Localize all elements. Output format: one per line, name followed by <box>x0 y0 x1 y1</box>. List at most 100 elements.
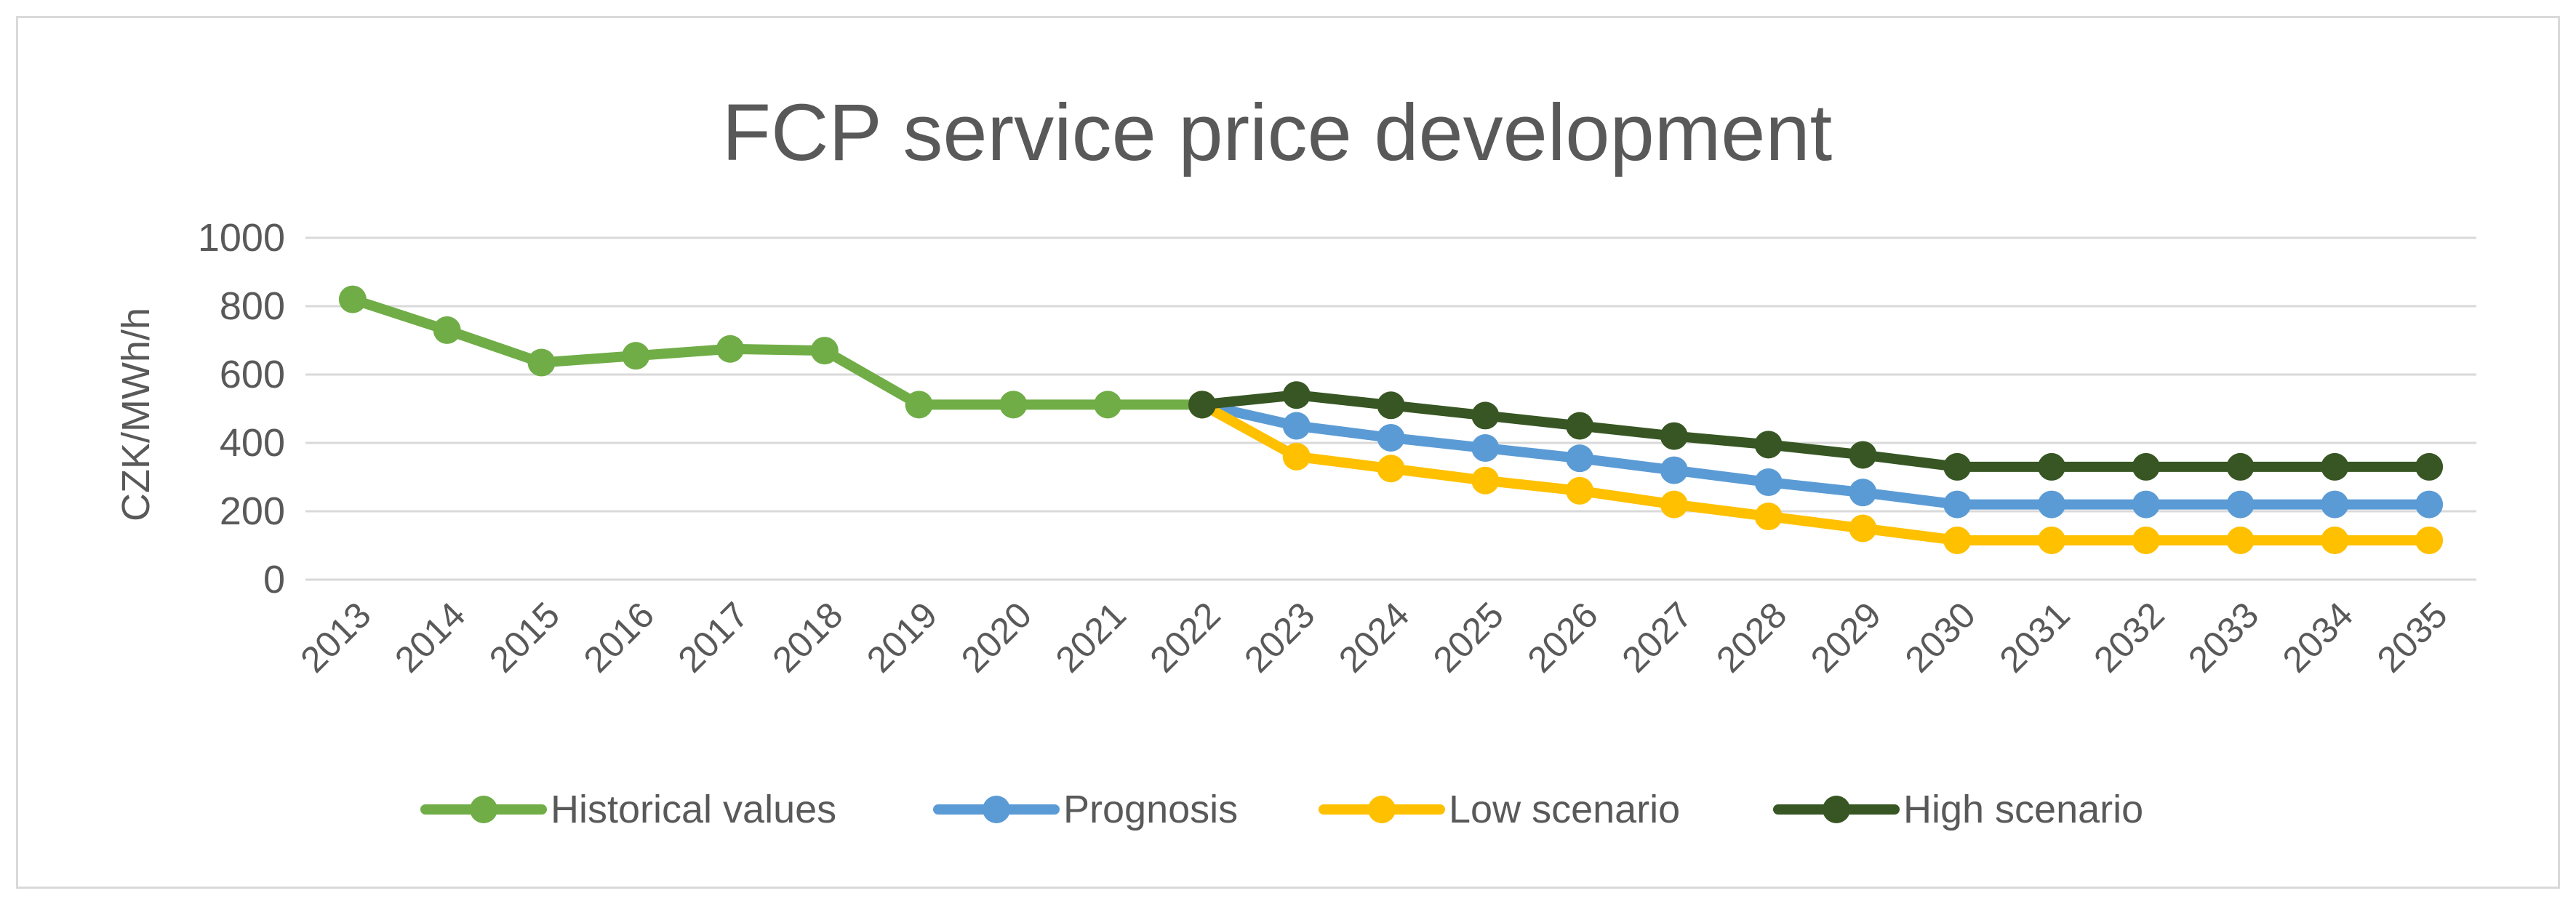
chart-title: FCP service price development <box>722 88 1832 177</box>
legend-marker <box>1368 796 1396 823</box>
y-tick-label: 200 <box>220 489 285 533</box>
data-point <box>1943 452 1972 481</box>
data-point <box>527 348 556 377</box>
x-tick-label: 2027 <box>1614 594 1700 680</box>
x-tick-label: 2019 <box>859 594 945 680</box>
data-point <box>1943 490 1972 519</box>
x-tick-label: 2014 <box>387 594 473 680</box>
y-tick-label: 1000 <box>198 216 285 260</box>
data-point <box>1282 442 1311 471</box>
x-tick-label: 2025 <box>1425 594 1511 680</box>
data-point <box>338 285 367 313</box>
series-line <box>1196 399 2435 545</box>
data-point <box>1754 468 1783 497</box>
data-point <box>1094 391 1122 419</box>
data-point <box>2226 490 2255 519</box>
y-axis-label: CZK/MWh/h <box>114 308 158 521</box>
series-line <box>1196 390 2435 472</box>
chart-svg: FCP service price development CZK/MWh/h … <box>114 88 2476 831</box>
y-tick-label: 0 <box>263 558 285 601</box>
x-tick-label: 2028 <box>1708 594 1794 680</box>
chart-area: FCP service price development CZK/MWh/h … <box>16 16 2560 889</box>
data-point <box>1377 391 1405 420</box>
x-tick-label: 2023 <box>1236 594 1322 680</box>
series-group <box>1188 391 2444 519</box>
data-point <box>1282 381 1311 409</box>
data-point <box>2037 490 2065 519</box>
data-point <box>1566 476 1594 505</box>
y-tick-label: 600 <box>220 353 285 396</box>
legend: Historical values Prognosis Low scenario Hi… <box>420 788 2143 831</box>
x-tick-label: 2018 <box>764 594 850 680</box>
data-point <box>2132 452 2160 481</box>
legend-marker <box>470 796 497 823</box>
legend-label: Historical values <box>551 788 836 831</box>
x-tick-label: 2015 <box>481 594 567 680</box>
data-point <box>1566 412 1594 440</box>
data-point <box>810 337 839 365</box>
data-point <box>433 316 461 344</box>
x-tick-labels: 2013 2014 2015 2016 2017 2018 2019 2020 2021 2022… <box>292 594 2455 680</box>
x-tick-label: 2022 <box>1142 594 1228 680</box>
x-tick-label: 2020 <box>953 594 1039 680</box>
data-point <box>2037 526 2065 554</box>
x-tick-label: 2021 <box>1048 594 1134 680</box>
data-point <box>1566 444 1594 473</box>
data-point <box>1377 455 1405 483</box>
x-tick-label: 2026 <box>1520 594 1606 680</box>
data-point <box>1754 431 1783 459</box>
legend-label: Low scenario <box>1449 788 1680 831</box>
data-point <box>1849 441 1877 469</box>
series-line <box>1196 399 2435 510</box>
y-tick-labels: 0 200 400 600 800 1000 <box>198 216 285 601</box>
data-point <box>1282 412 1311 440</box>
legend-marker <box>983 796 1010 823</box>
data-point <box>1660 490 1688 519</box>
data-point <box>1660 422 1688 450</box>
data-point <box>2415 490 2444 519</box>
x-tick-label: 2029 <box>1803 594 1889 680</box>
data-point <box>622 342 650 370</box>
data-point <box>2321 490 2349 519</box>
data-point <box>2037 452 2065 481</box>
y-tick-label: 800 <box>220 284 285 328</box>
data-point <box>1943 526 1972 554</box>
data-point <box>2132 490 2160 519</box>
data-point <box>1660 456 1688 484</box>
y-tick-label: 400 <box>220 421 285 465</box>
series-lines <box>338 285 2444 554</box>
data-point <box>1188 391 1216 419</box>
data-point <box>2415 526 2444 554</box>
x-tick-label: 2017 <box>671 594 756 680</box>
data-point <box>905 391 933 419</box>
data-point <box>2132 526 2160 554</box>
data-point <box>2321 526 2349 554</box>
series-line <box>347 294 1207 410</box>
legend-label: High scenario <box>1903 788 2143 831</box>
x-tick-label: 2035 <box>2369 594 2455 680</box>
x-tick-label: 2031 <box>1992 594 2078 680</box>
data-point <box>1849 514 1877 543</box>
x-tick-label: 2032 <box>2086 594 2172 680</box>
x-tick-label: 2030 <box>1897 594 1983 680</box>
legend-label: Prognosis <box>1063 788 1238 831</box>
data-point <box>716 335 745 363</box>
data-point <box>1471 434 1500 463</box>
x-tick-label: 2034 <box>2275 594 2361 680</box>
data-point <box>2226 452 2255 481</box>
legend-marker <box>1823 796 1850 823</box>
data-point <box>1754 503 1783 531</box>
series-group <box>1188 391 2444 554</box>
data-point <box>1849 479 1877 507</box>
x-tick-label: 2013 <box>292 594 378 680</box>
x-tick-label: 2033 <box>2180 594 2266 680</box>
series-group <box>1188 381 2444 481</box>
data-point <box>1471 466 1500 495</box>
data-point <box>999 391 1028 419</box>
data-point <box>2415 452 2444 481</box>
data-point <box>2226 526 2255 554</box>
data-point <box>1471 401 1500 430</box>
x-tick-label: 2016 <box>576 594 662 680</box>
data-point <box>1377 423 1405 452</box>
data-point <box>2321 452 2349 481</box>
